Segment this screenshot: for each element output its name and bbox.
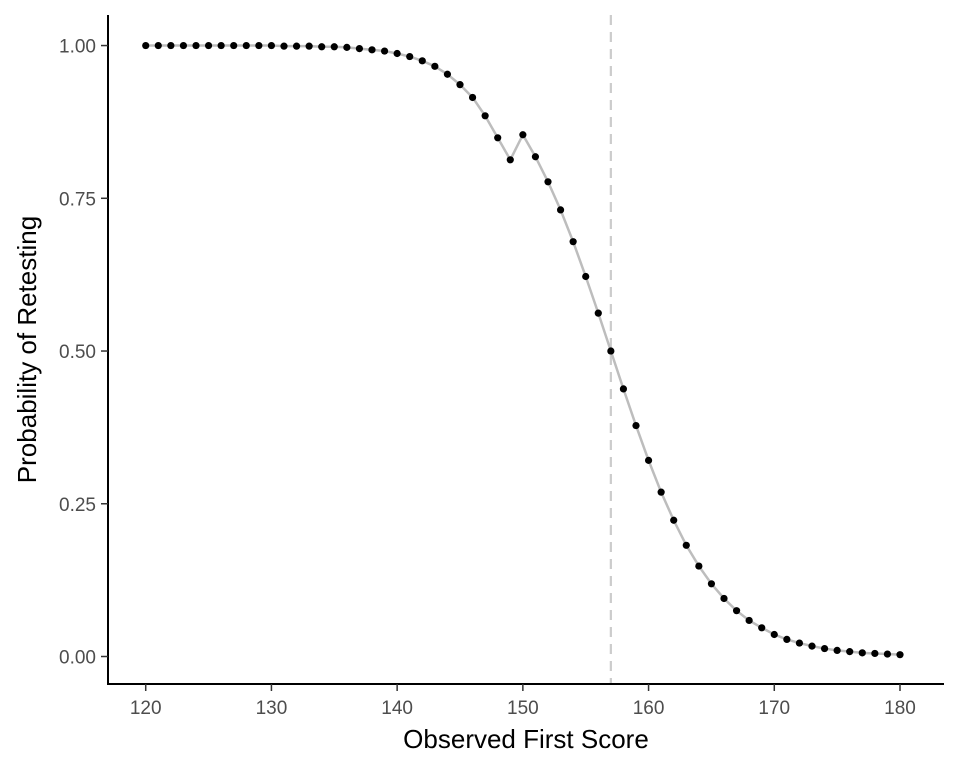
data-point — [179, 41, 188, 50]
data-point — [217, 41, 225, 50]
x-tick-label: 120 — [130, 698, 162, 719]
data-point — [393, 49, 401, 58]
data-point — [481, 112, 489, 120]
x-tick-label: 140 — [381, 698, 413, 719]
data-point — [468, 93, 477, 102]
data-point — [607, 347, 615, 355]
data-point — [380, 47, 389, 55]
data-point — [192, 41, 200, 50]
data-point — [154, 41, 162, 50]
y-tick-label: 0.00 — [59, 648, 96, 669]
data-point — [858, 649, 866, 657]
data-point — [896, 651, 904, 659]
y-axis-title: Probability of Retesting — [12, 216, 42, 483]
data-point — [242, 41, 250, 50]
data-point — [707, 580, 716, 588]
data-point — [820, 644, 829, 653]
x-tick-label: 150 — [507, 698, 539, 719]
data-point — [670, 516, 678, 524]
x-tick-label: 160 — [633, 698, 665, 719]
data-point — [494, 134, 502, 142]
data-point — [833, 646, 841, 654]
data-point — [355, 45, 364, 53]
data-point — [506, 156, 514, 164]
data-point — [230, 41, 238, 50]
data-point — [808, 642, 816, 650]
data-point — [657, 488, 665, 496]
x-tick-label: 170 — [758, 698, 790, 719]
data-point — [280, 42, 288, 50]
data-point — [795, 639, 804, 647]
data-point — [783, 635, 791, 644]
axes: 120 130 140 150 160 170 180 0.00 0.25 0.50 0.75 1.0… — [59, 15, 944, 719]
data-point — [305, 42, 313, 50]
x-axis-title: Observed First Score — [403, 724, 649, 754]
y-tick-label: 1.00 — [59, 37, 96, 58]
data-point — [456, 81, 464, 89]
data-point — [632, 421, 640, 430]
data-point — [531, 153, 540, 161]
data-point — [619, 385, 628, 393]
data-point — [418, 57, 426, 65]
data-point — [204, 41, 213, 50]
data-point — [368, 46, 376, 54]
data-point — [569, 238, 577, 246]
data-point — [519, 131, 527, 139]
data-point — [267, 41, 276, 50]
data-point — [883, 650, 892, 658]
data-point — [745, 616, 753, 625]
plot-area — [142, 15, 904, 684]
data-point — [343, 43, 351, 51]
data-point — [871, 649, 879, 658]
data-point — [582, 272, 590, 281]
y-tick-label: 0.25 — [59, 495, 96, 516]
data-point — [846, 648, 854, 656]
data-point — [443, 70, 452, 78]
data-point — [594, 309, 602, 317]
data-point — [330, 43, 338, 51]
data-point — [770, 630, 778, 639]
data-point — [695, 562, 703, 570]
y-tick-label: 0.50 — [59, 342, 96, 363]
data-point — [292, 42, 301, 50]
x-tick-label: 180 — [884, 698, 916, 719]
data-point — [406, 52, 414, 61]
data-point — [556, 206, 565, 214]
data-point — [682, 541, 690, 549]
data-point — [732, 607, 741, 615]
data-point — [544, 178, 552, 186]
data-point — [431, 62, 439, 70]
data-point — [758, 624, 766, 632]
data-point — [720, 594, 728, 603]
data-point — [255, 41, 263, 50]
y-tick-label: 0.75 — [59, 189, 96, 210]
data-point — [318, 43, 326, 51]
data-point — [167, 41, 175, 50]
x-tick-label: 130 — [256, 698, 288, 719]
data-point — [142, 41, 150, 50]
data-point — [644, 456, 653, 464]
